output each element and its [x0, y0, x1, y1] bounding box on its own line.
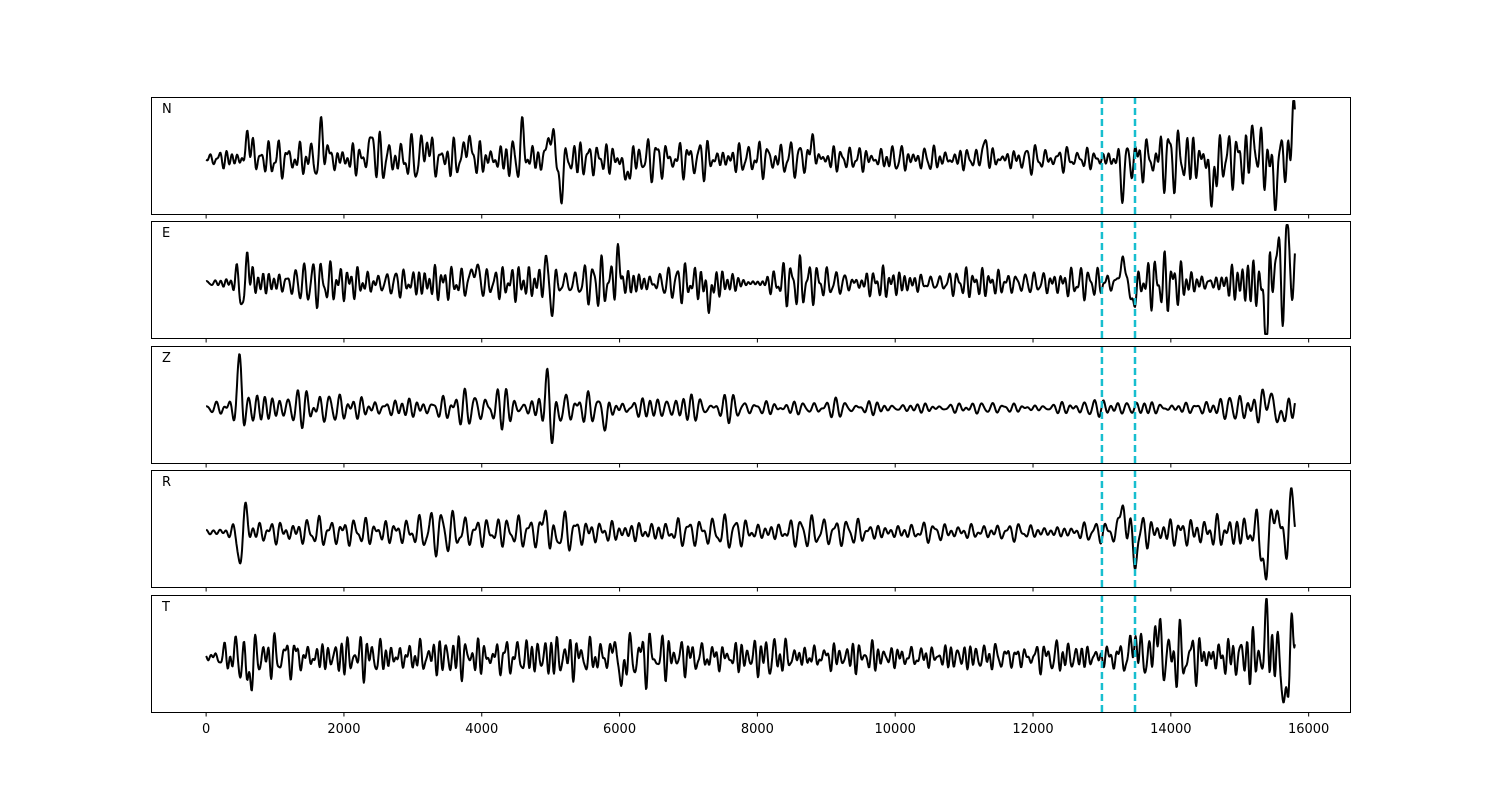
- panel-label: E: [162, 226, 170, 241]
- trace-t: [205, 598, 1296, 704]
- panel-r: R: [151, 470, 1351, 592]
- panels-group: N E Z R T: [151, 97, 1351, 717]
- x-tick-label: 10000: [875, 722, 916, 737]
- trace-n: [205, 100, 1296, 211]
- panel-z: Z: [151, 346, 1351, 468]
- x-tick-label: 14000: [1150, 722, 1191, 737]
- panel-frame: [151, 221, 1351, 339]
- x-tick-label: 4000: [465, 722, 498, 737]
- x-tick-label: 16000: [1288, 722, 1329, 737]
- trace-z: [205, 353, 1296, 444]
- panel-label: N: [162, 102, 172, 117]
- panel-frame: [151, 346, 1351, 464]
- panel-t: T: [151, 595, 1351, 717]
- x-axis: 0 2000 4000 6000 8000 10000 12000 14000 16000: [202, 722, 1329, 737]
- panel-label: T: [161, 600, 170, 615]
- panel-label: Z: [162, 351, 171, 366]
- panel-frame: [151, 470, 1351, 588]
- panel-label: R: [162, 475, 171, 490]
- x-tick-label: 2000: [327, 722, 360, 737]
- x-tick-label: 12000: [1012, 722, 1053, 737]
- trace-r: [205, 487, 1296, 581]
- panel-frame: [151, 97, 1351, 215]
- panel-n: N: [151, 97, 1351, 219]
- trace-e: [205, 224, 1296, 335]
- x-tick-label: 0: [202, 722, 210, 737]
- x-tick-label: 6000: [603, 722, 636, 737]
- x-tick-label: 8000: [741, 722, 774, 737]
- panel-frame: [151, 595, 1351, 713]
- panel-e: E: [151, 221, 1351, 343]
